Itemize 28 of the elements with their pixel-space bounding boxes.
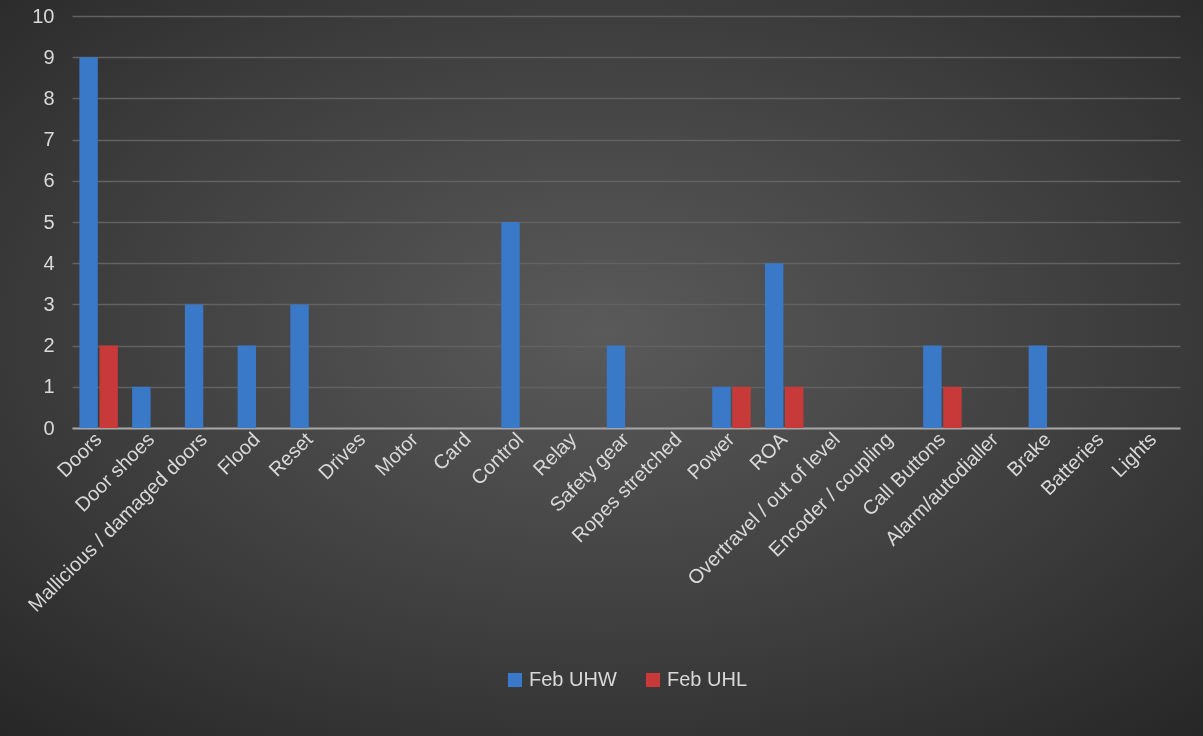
y-tick-label: 4 [43, 251, 55, 274]
bar [923, 345, 942, 428]
legend-label: Feb UHW [529, 668, 617, 690]
legend-label: Feb UHL [667, 668, 748, 690]
bar [99, 345, 118, 428]
y-tick-label: 2 [43, 334, 55, 357]
bar [501, 222, 520, 428]
bar [764, 263, 784, 428]
bar [184, 304, 204, 428]
y-tick-label: 5 [43, 210, 55, 233]
bar [79, 57, 98, 428]
y-tick-label: 10 [32, 4, 55, 27]
y-tick-label: 7 [43, 128, 55, 151]
bar [132, 386, 151, 428]
bar [785, 386, 804, 428]
y-tick-label: 1 [43, 375, 55, 398]
y-tick-label: 6 [43, 169, 55, 192]
bar [712, 386, 731, 428]
bar [732, 386, 751, 428]
y-tick-label: 8 [43, 86, 55, 109]
y-tick-label: 0 [43, 416, 55, 439]
y-tick-label: 9 [43, 45, 55, 68]
bar [1028, 345, 1048, 428]
bar [237, 345, 257, 428]
bar [290, 304, 309, 428]
bar [606, 345, 626, 428]
bar [943, 386, 962, 428]
y-tick-label: 3 [43, 292, 55, 315]
